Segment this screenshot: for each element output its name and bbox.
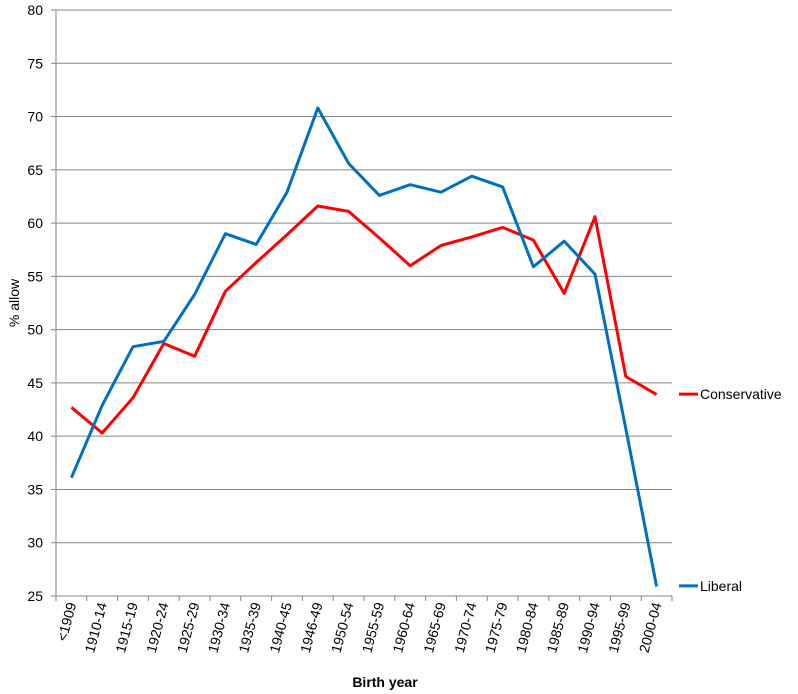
x-tick-label: 1955-59 — [359, 600, 388, 654]
y-tick-label: 70 — [27, 109, 43, 125]
y-tick-label: 30 — [27, 535, 43, 551]
x-tick-labels: <1909 1910-14 1915-19 1920-24 1925-29 1930-34… — [54, 600, 665, 654]
x-tick-label: 1910-14 — [81, 600, 110, 654]
y-tick-labels: 25 30 35 40 45 50 55 60 65 70 75 80 — [27, 2, 43, 604]
y-tick-label: 35 — [27, 481, 43, 497]
x-tick-label: 1915-19 — [112, 600, 141, 654]
y-tick-label: 50 — [27, 322, 43, 338]
legend: Conservative Liberal — [679, 386, 782, 594]
x-tick-label: 1990-94 — [574, 600, 603, 654]
series-line-conservative — [70, 204, 658, 435]
y-tick-label: 80 — [27, 2, 43, 18]
legend-label-liberal: Liberal — [700, 578, 742, 594]
x-tick-label: 1920-24 — [143, 600, 172, 654]
y-tick-label: 60 — [27, 215, 43, 231]
x-tick-label: 1975-79 — [482, 600, 511, 654]
y-tick-label: 75 — [27, 55, 43, 71]
x-tick-label: 1995-99 — [605, 600, 634, 654]
y-axis-title: % allow — [6, 278, 22, 327]
y-tick-label: 25 — [27, 588, 43, 604]
series-lines — [70, 106, 659, 587]
x-axis-title: Birth year — [352, 674, 418, 690]
series-line-liberal — [70, 106, 659, 587]
x-tick-label: 1960-64 — [389, 600, 418, 654]
x-tick-label: 1985-89 — [543, 600, 572, 654]
y-tick-label: 40 — [27, 428, 43, 444]
x-tick-label: <1909 — [54, 600, 80, 642]
y-tick-label: 65 — [27, 162, 43, 178]
y-tick-label: 45 — [27, 375, 43, 391]
x-tick-label: 1950-54 — [328, 600, 357, 654]
x-tick-label: 1940-45 — [266, 600, 295, 654]
gridlines — [51, 9, 673, 601]
x-tick-label: 1980-84 — [513, 600, 542, 654]
y-tick-label: 55 — [27, 268, 43, 284]
legend-label-conservative: Conservative — [700, 386, 782, 402]
x-tick-label: 1946-49 — [297, 600, 326, 654]
x-tick-label: 1930-34 — [205, 600, 234, 654]
x-tick-label: 1925-29 — [174, 600, 203, 654]
x-tick-label: 1935-39 — [235, 600, 264, 654]
x-tick-label: 1965-69 — [420, 600, 449, 654]
x-tick-label: 1970-74 — [451, 600, 480, 654]
x-tick-label: 2000-04 — [636, 600, 665, 654]
